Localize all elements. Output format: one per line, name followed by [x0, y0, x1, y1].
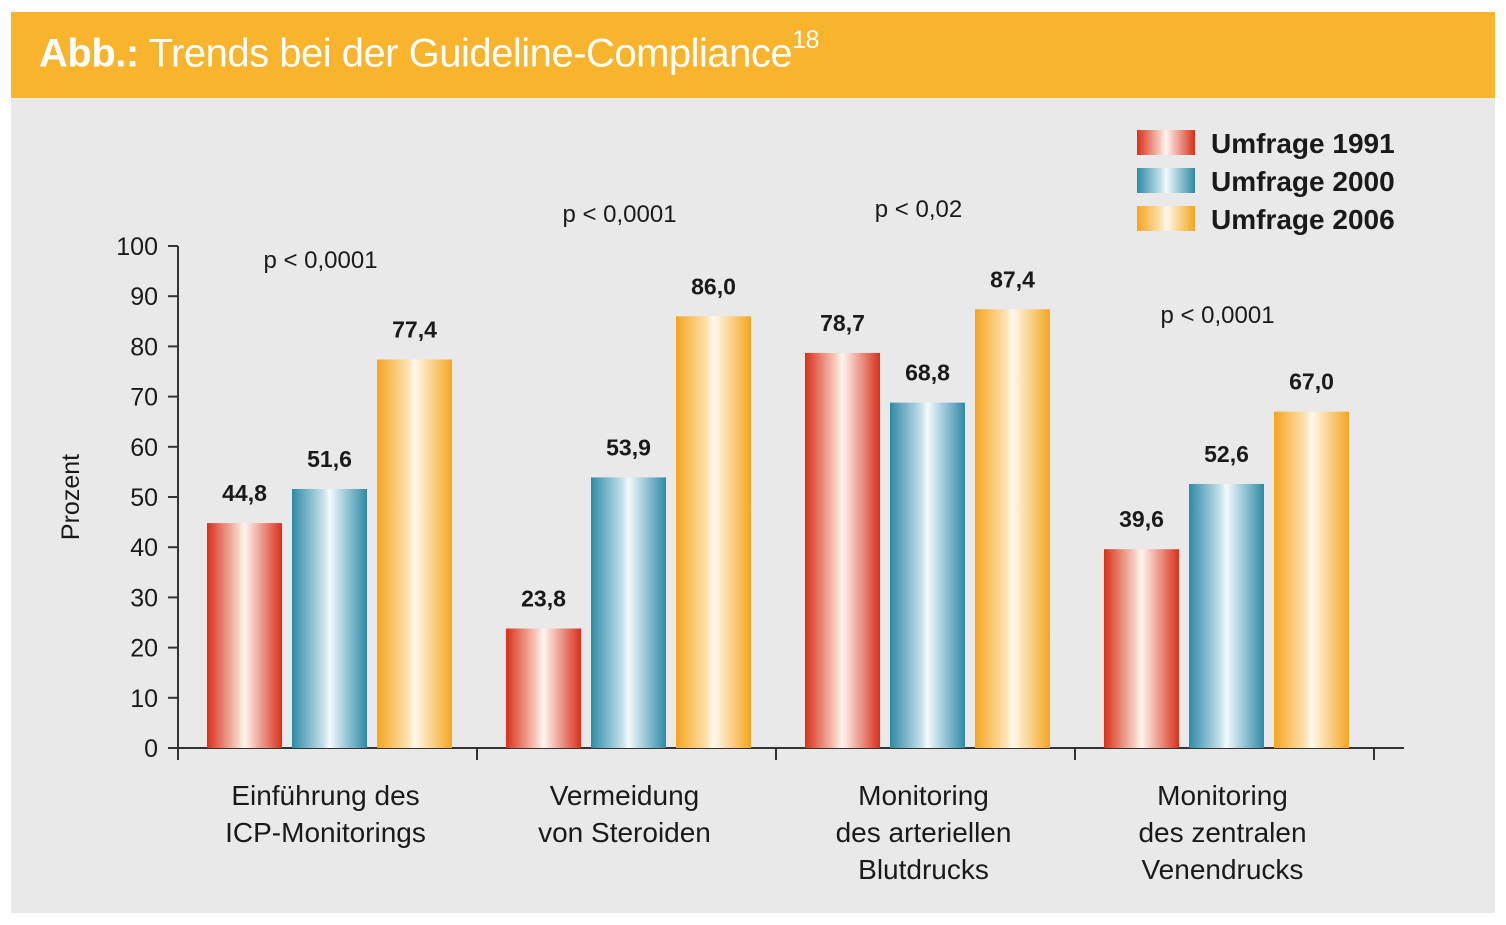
title-bar: Abb.: Trends bei der Guideline-Complianc…: [11, 12, 1495, 98]
y-tick-label: 70: [130, 384, 158, 412]
legend-swatch: [1137, 130, 1195, 155]
x-category-label: Vermeidung von Steroiden: [538, 780, 711, 848]
bar: [1104, 549, 1179, 748]
title-text: Trends bei der Guideline-Compliance: [148, 31, 793, 76]
bar: [292, 488, 367, 748]
bar-value-label: 86,0: [691, 273, 736, 299]
p-value-annotations: p < 0,0001 p < 0,0001 p < 0,02 p < 0,0001: [263, 196, 1274, 329]
x-axis: Einführung des ICP-Monitorings Vermeidung v…: [177, 747, 1404, 885]
bar-chart: 0 10 20 30 40 50 60 70 80 90 100 Prozent Einführung…: [57, 128, 1404, 885]
p-value-annotation: p < 0,02: [875, 196, 962, 223]
x-category-line: Blutdrucks: [858, 854, 989, 885]
p-value-annotation: p < 0,0001: [562, 201, 676, 228]
legend-swatch: [1137, 206, 1195, 231]
x-category-label: Monitoring des arteriellen Blutdrucks: [836, 780, 1012, 885]
bar-value-label: 78,7: [820, 310, 865, 336]
figure-title: Abb.: Trends bei der Guideline-Complianc…: [39, 26, 819, 76]
bar: [207, 523, 282, 748]
x-category-line: ICP-Monitorings: [225, 817, 426, 848]
bar: [506, 628, 581, 748]
title-prefix: Abb.:: [39, 31, 139, 76]
legend-label: Umfrage 2000: [1211, 166, 1395, 197]
y-tick-label: 50: [130, 484, 158, 512]
x-category-label: Einführung des ICP-Monitorings: [225, 780, 426, 848]
y-axis: 0 10 20 30 40 50 60 70 80 90 100 Prozent: [57, 233, 179, 763]
x-category-line: des zentralen: [1138, 817, 1306, 848]
bar: [975, 309, 1050, 748]
bar-value-label: 53,9: [606, 434, 651, 460]
y-tick-label: 80: [130, 333, 158, 361]
bar-value-label: 51,6: [307, 446, 352, 472]
bar-value-label: 77,4: [392, 316, 437, 342]
x-category-line: Einführung des: [231, 780, 419, 811]
bar: [890, 402, 965, 748]
x-category-line: Vermeidung: [550, 780, 699, 811]
x-category-line: Monitoring: [1157, 780, 1288, 811]
bar-value-label: 87,4: [990, 266, 1035, 292]
bar-value-label: 44,8: [222, 480, 267, 506]
bar: [805, 352, 880, 748]
y-tick-label: 40: [130, 534, 158, 562]
bar: [676, 316, 751, 748]
legend-swatch: [1137, 168, 1195, 193]
bar: [591, 477, 666, 748]
x-category-label: Monitoring des zentralen Venendrucks: [1138, 780, 1306, 885]
y-tick-label: 30: [130, 584, 158, 612]
y-tick-label: 10: [130, 685, 158, 713]
x-category-line: des arteriellen: [836, 817, 1012, 848]
y-tick-label: 20: [130, 635, 158, 663]
p-value-annotation: p < 0,0001: [1160, 302, 1274, 329]
x-category-line: von Steroiden: [538, 817, 711, 848]
y-tick-label: 90: [130, 283, 158, 311]
x-category-line: Monitoring: [858, 780, 989, 811]
y-tick-label: 100: [116, 233, 158, 261]
y-axis-title: Prozent: [57, 454, 85, 540]
y-tick-label: 60: [130, 434, 158, 462]
bars: 44,8 23,8 78,7 39,6 51,6 53,9 68,8 52,6 77,4 86,0…: [207, 266, 1349, 748]
bar-value-label: 23,8: [521, 586, 566, 612]
bar-value-label: 67,0: [1289, 369, 1334, 395]
p-value-annotation: p < 0,0001: [263, 247, 377, 274]
legend-label: Umfrage 2006: [1211, 204, 1395, 235]
x-category-line: Venendrucks: [1142, 854, 1304, 885]
legend: Umfrage 1991 Umfrage 2000 Umfrage 2006: [1137, 128, 1395, 235]
bar: [377, 359, 452, 748]
bar: [1189, 483, 1264, 748]
bar-value-label: 39,6: [1119, 506, 1164, 532]
chart-panel: 0 10 20 30 40 50 60 70 80 90 100 Prozent Einführung…: [11, 98, 1495, 913]
y-tick-label: 0: [144, 735, 158, 763]
title-footnote: 18: [792, 26, 819, 54]
bar-value-label: 68,8: [905, 360, 950, 386]
legend-label: Umfrage 1991: [1211, 128, 1395, 159]
bar: [1274, 411, 1349, 748]
bar-value-label: 52,6: [1204, 441, 1249, 467]
